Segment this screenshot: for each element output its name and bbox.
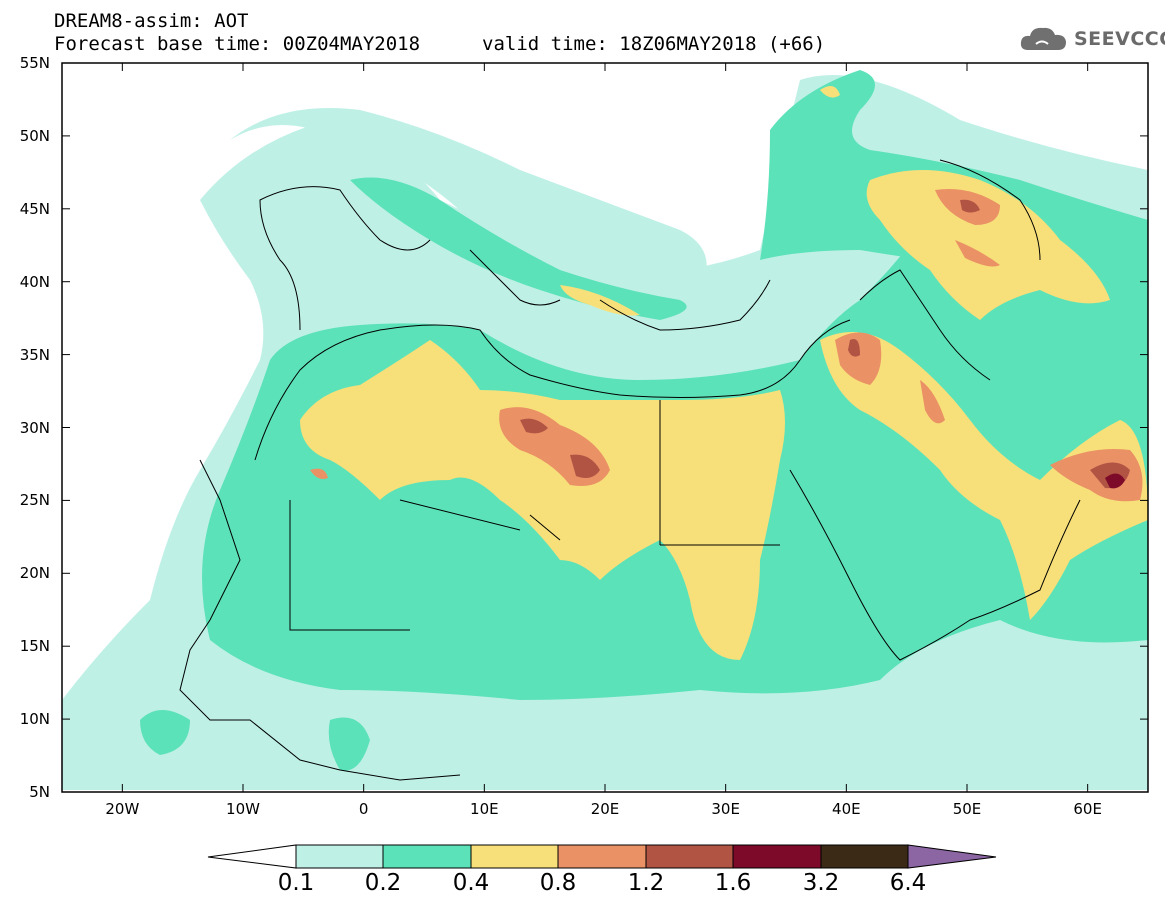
- colorbar-label: 0.2: [364, 870, 402, 896]
- colorbar-label: 0.1: [277, 870, 315, 896]
- colorbar-under: [207, 844, 297, 869]
- aot-level-1.6: [1105, 473, 1125, 489]
- axis-ticks: [62, 62, 1148, 793]
- colorbar-label: 1.6: [714, 870, 752, 896]
- logo-text: SEEVCCC: [1074, 28, 1165, 50]
- colorbar-bin-7: [820, 844, 909, 869]
- forecast-base-time: Forecast base time: 00Z04MAY2018: [54, 33, 421, 55]
- lon-label: 0: [358, 800, 369, 818]
- lon-label: 40E: [832, 800, 861, 818]
- lat-label: 55N: [19, 54, 50, 72]
- lon-label: 20E: [590, 800, 620, 818]
- lon-label: 60E: [1073, 800, 1102, 818]
- colorbar-over: [907, 844, 997, 869]
- valid-time: valid time: 18Z06MAY2018 (+66): [482, 33, 826, 55]
- colorbar-bin-1: [295, 844, 384, 869]
- lat-label: 25N: [19, 491, 50, 510]
- lat-label: 20N: [19, 564, 50, 583]
- lat-label: 45N: [19, 199, 50, 218]
- aot-level-0.8-caspian: [935, 189, 1000, 267]
- lat-label: 15N: [19, 637, 50, 656]
- colorbar-label: 0.4: [452, 870, 490, 896]
- seevccc-logo: SEEVCCC: [1018, 22, 1165, 56]
- colorbar-label: 6.4: [889, 870, 927, 896]
- colorbar-bin-4: [557, 844, 647, 869]
- lon-label: 50E: [952, 800, 982, 818]
- aot-level-0.2-sw: [140, 710, 370, 771]
- lat-label: 40N: [19, 272, 50, 291]
- map-title: DREAM8-assim: AOT: [54, 10, 249, 32]
- aot-level-1.2: [520, 199, 1130, 489]
- lat-label: 35N: [19, 345, 50, 364]
- colorbar-bin-2: [382, 844, 472, 869]
- aot-level-0.8-iraq: [835, 332, 945, 424]
- lat-label: 5N: [29, 783, 50, 801]
- lat-label: 50N: [19, 126, 50, 145]
- lon-label: 10W: [226, 800, 260, 818]
- colorbar-bin-5: [645, 844, 734, 869]
- aot-level-0.4-band2: [560, 86, 840, 316]
- colorbar: [207, 844, 997, 869]
- colorbar-label: 3.2: [802, 870, 840, 896]
- lon-label: 10E: [470, 800, 499, 818]
- aot-level-0.4-caspian: [866, 170, 1110, 320]
- coastlines: [179, 159, 1081, 781]
- aot-level-0.4-arabia: [820, 332, 1148, 620]
- aot-level-0.4: [300, 340, 785, 660]
- lat-label: 30N: [19, 418, 50, 437]
- lon-label: 30E: [711, 800, 740, 818]
- colorbar-label: 0.8: [539, 870, 577, 896]
- aot-level-0.2-band: [350, 177, 687, 320]
- lat-label: 10N: [19, 710, 50, 729]
- cloud-icon: [1020, 27, 1066, 50]
- colorbar-bin-3: [470, 844, 559, 869]
- aot-level-0.1-europe: [230, 108, 707, 308]
- lon-label: 20W: [105, 800, 140, 818]
- colorbar-bin-6: [732, 844, 822, 869]
- aot-field: [62, 63, 1148, 792]
- colorbar-label: 1.2: [627, 870, 665, 896]
